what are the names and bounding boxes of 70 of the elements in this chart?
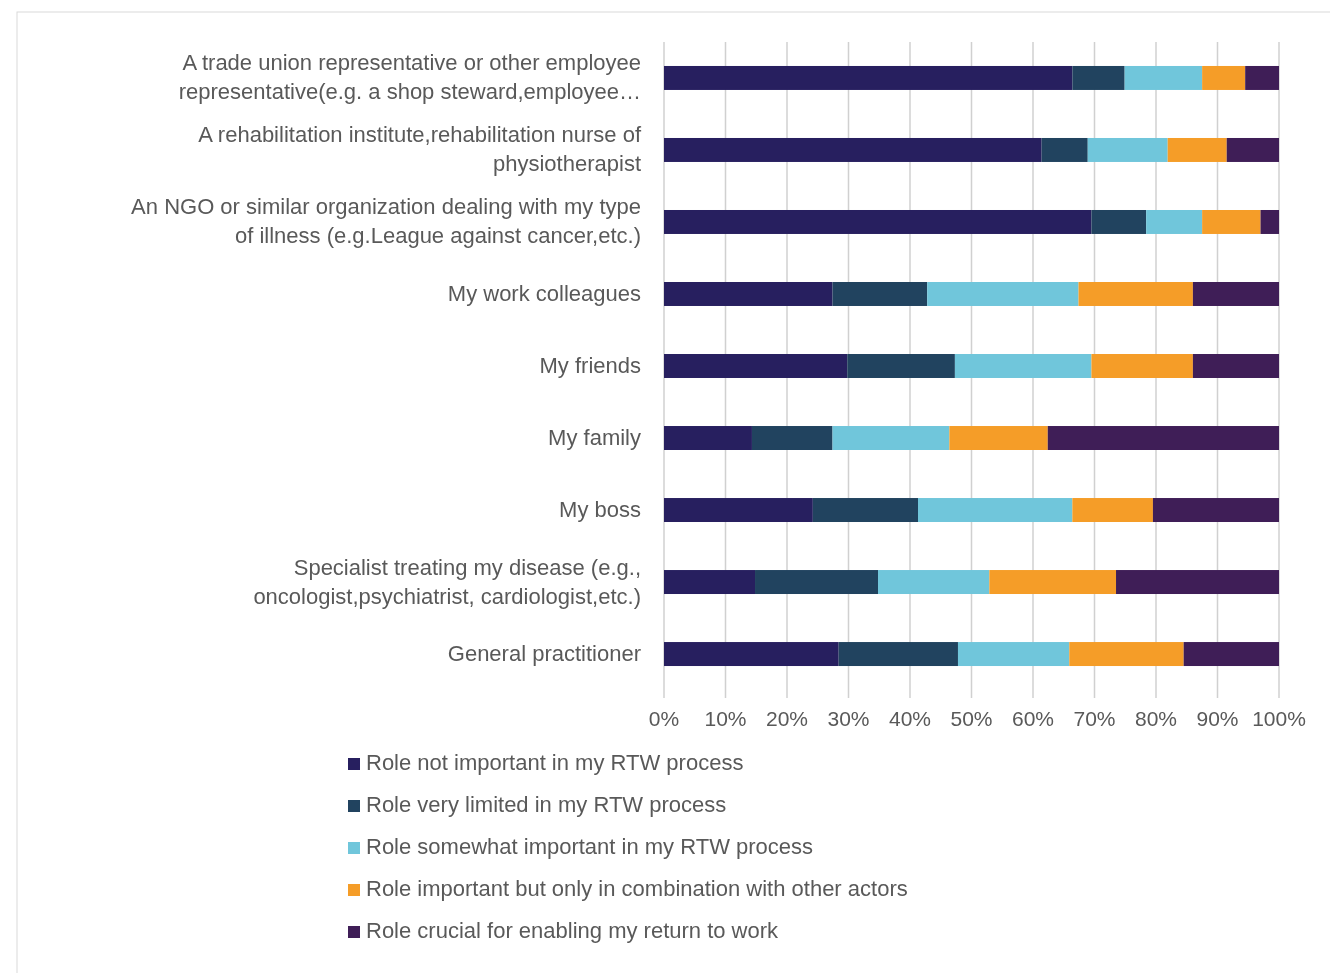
bar	[664, 282, 833, 306]
bar	[954, 354, 1092, 378]
y-tick-label: An NGO or similar organization dealing with my type of illness (e.g.League against cancer,etc.)	[131, 194, 641, 249]
bar	[878, 570, 990, 595]
x-tick-label: 90%	[1196, 707, 1239, 730]
y-tick-label: Specialist treating my disease (e.g., oncologist,psychiatrist, cardiologist,etc.)	[253, 554, 641, 609]
y-tick-label: My friends	[539, 353, 641, 378]
y-tick-label: A rehabilitation institute,rehabilitation nurse of physiotherapist	[198, 122, 642, 177]
bar	[1041, 137, 1088, 162]
bar	[832, 282, 928, 306]
y-tick-label: My family	[548, 425, 641, 451]
legend-label: Role important but only in combination with other actors	[366, 876, 908, 901]
bar	[1072, 498, 1153, 523]
bar	[1192, 354, 1279, 378]
bar	[751, 426, 833, 450]
legend-label: Role not important in my RTW process	[366, 750, 744, 775]
bar	[664, 426, 752, 450]
x-tick-label: 10%	[704, 707, 747, 730]
x-tick-label: 60%	[1011, 707, 1055, 730]
bar	[1183, 642, 1280, 667]
x-tick-label: 70%	[1073, 707, 1116, 730]
x-tick-label: 80%	[1134, 707, 1178, 730]
bar	[957, 642, 1070, 667]
legend-label: Role very limited in my RTW process	[366, 792, 727, 817]
bar	[664, 498, 813, 523]
bar	[812, 498, 918, 523]
bar	[664, 65, 1073, 90]
y-tick-label: General practitioner	[447, 641, 641, 667]
bar	[664, 354, 848, 378]
bar	[664, 642, 839, 667]
bar	[664, 137, 1042, 162]
x-tick-label: 50%	[950, 707, 993, 730]
bar	[1072, 65, 1125, 90]
bar	[1091, 354, 1193, 378]
bar	[1260, 210, 1279, 234]
y-tick-label: My work colleagues	[447, 280, 641, 306]
x-tick-label: 20%	[765, 707, 809, 730]
bar	[664, 570, 756, 595]
legend-label: Role somewhat important in my RTW process	[366, 834, 814, 859]
bar	[832, 426, 950, 450]
bar	[1245, 65, 1280, 90]
x-tick-label: 100%	[1252, 707, 1306, 730]
bar	[847, 354, 955, 378]
legend-label: Role crucial for enabling my return to work	[366, 918, 780, 943]
bar	[1069, 642, 1184, 667]
bar	[927, 282, 1079, 306]
bar	[1087, 137, 1168, 162]
bar	[989, 570, 1117, 595]
bar	[755, 570, 879, 595]
bar	[1116, 570, 1279, 595]
x-tick-label: 30%	[827, 707, 870, 730]
x-tick-label: 0%	[648, 707, 680, 730]
bar	[1202, 65, 1246, 90]
x-tick-label: 40%	[888, 707, 932, 730]
y-tick-label: My boss	[559, 497, 641, 523]
bar	[949, 426, 1048, 450]
bar	[1192, 282, 1279, 306]
bar	[838, 642, 958, 667]
bar	[1078, 282, 1193, 306]
bar	[1124, 65, 1203, 90]
bar	[1167, 137, 1227, 162]
y-tick-label: A trade union representative or other employee representative(e.g. a shop steward,employee…	[178, 50, 641, 105]
bar	[918, 498, 1073, 523]
bar	[1091, 210, 1147, 234]
bar	[1202, 210, 1261, 234]
bar	[1226, 137, 1279, 162]
bar	[1047, 426, 1279, 450]
bar	[1146, 210, 1203, 234]
bar	[1152, 498, 1280, 523]
bar	[664, 210, 1092, 234]
